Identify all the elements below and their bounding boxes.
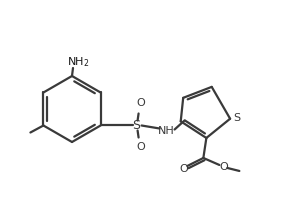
Text: NH$_2$: NH$_2$ — [67, 55, 89, 69]
Text: O: O — [136, 99, 145, 109]
Text: S: S — [234, 113, 241, 123]
Text: S: S — [133, 119, 140, 132]
Text: O: O — [219, 162, 228, 172]
Text: NH: NH — [158, 126, 175, 136]
Text: O: O — [136, 143, 145, 153]
Text: O: O — [179, 164, 188, 174]
